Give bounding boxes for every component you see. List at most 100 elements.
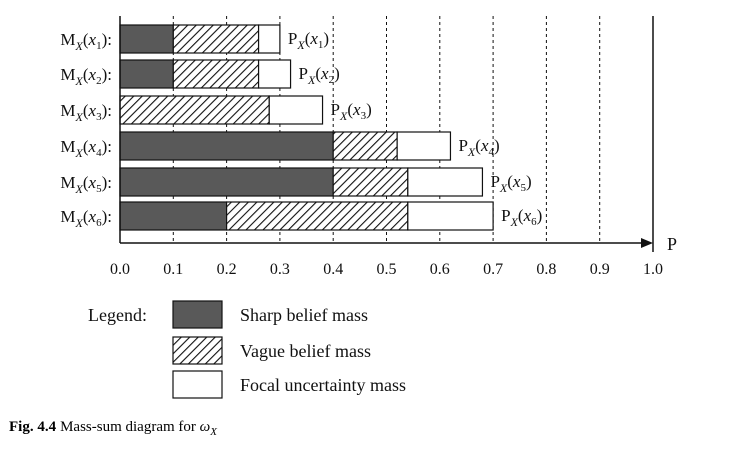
- end-label-x2-idx: 2: [329, 74, 335, 86]
- row-label-x1-close: ): [102, 30, 108, 49]
- bar-x6-vague-belief-mass: [226, 201, 409, 231]
- row-label-x4-arg: x: [88, 137, 97, 156]
- bar-x4-vague-belief-mass: [332, 131, 398, 161]
- end-label-x1-base: P: [288, 29, 297, 48]
- bar-x1-focal-uncertainty-mass: [257, 24, 281, 54]
- row-label-x3-arg: x: [88, 101, 97, 120]
- end-label-x4-arg: x: [480, 136, 489, 155]
- row-label-x2-close: ): [102, 65, 108, 84]
- row-label-x3-idx: 3: [96, 111, 102, 123]
- x-tick-label: 0.6: [430, 261, 450, 278]
- end-label-x6-sub: X: [510, 215, 519, 229]
- row-label-x2: MX(x2):: [60, 65, 112, 88]
- end-label-x3-idx: 3: [361, 110, 367, 122]
- row-label-colon: :: [107, 137, 112, 156]
- row-label-x4-sub: X: [75, 146, 84, 160]
- caption-symbol-sub: X: [210, 426, 217, 439]
- row-label-x6-base: M: [60, 207, 75, 226]
- bars: [119, 24, 494, 231]
- row-label-x1-sub: X: [75, 39, 84, 53]
- bar-x4-sharp-belief-mass: [119, 131, 334, 161]
- x-tick-label: 0.8: [536, 261, 556, 278]
- row-label-colon: :: [107, 101, 112, 120]
- row-label-x6-idx: 6: [96, 217, 102, 229]
- row-label-x6-open: (: [83, 207, 89, 226]
- end-label-x5-close: ): [526, 172, 532, 191]
- end-label-x1-open: (: [305, 29, 311, 48]
- end-label-x2: PX(x2): [299, 64, 340, 87]
- row-label-x4-open: (: [83, 137, 89, 156]
- end-label-x5-sub: X: [499, 181, 508, 195]
- row-label-x2-open: (: [83, 65, 89, 84]
- row-label-x5-idx: 5: [96, 183, 102, 195]
- end-label-x3-close: ): [366, 100, 372, 119]
- end-label-x1-arg: x: [309, 29, 318, 48]
- row-label-x5: MX(x5):: [60, 173, 112, 196]
- x-tick-label: 0.3: [270, 261, 290, 278]
- row-label-x1-idx: 1: [96, 40, 102, 52]
- row-label-x5-close: ): [102, 173, 108, 192]
- bar-x5-focal-uncertainty-mass: [407, 167, 484, 197]
- row-label-x3: MX(x3):: [60, 101, 112, 124]
- x-tick-label: 0.5: [377, 261, 397, 278]
- legend-swatch-sharp-belief-mass: [172, 300, 223, 329]
- row-label-x5-open: (: [83, 173, 89, 192]
- row-label-x2-arg: x: [88, 65, 97, 84]
- row-label-x2-sub: X: [75, 74, 84, 88]
- end-label-x6-open: (: [518, 206, 524, 225]
- legend: Legend: Sharp belief mass Vague belief mas…: [88, 300, 406, 399]
- legend-label-vague-belief-mass: Vague belief mass: [240, 341, 371, 361]
- end-label-x1-close: ): [323, 29, 329, 48]
- row-label-x4-base: M: [60, 137, 75, 156]
- x-tick-label: 0.9: [590, 261, 610, 278]
- row-label-x5-arg: x: [88, 173, 97, 192]
- row-label-x2-idx: 2: [96, 75, 102, 87]
- end-label-x6-idx: 6: [531, 216, 537, 228]
- row-label-x6-sub: X: [75, 216, 84, 230]
- end-label-x1-sub: X: [296, 38, 305, 52]
- bar-x2-vague-belief-mass: [172, 59, 260, 89]
- end-label-x6-base: P: [501, 206, 510, 225]
- legend-swatch-vague-belief-mass: [172, 336, 223, 365]
- end-label-x4-idx: 4: [488, 146, 494, 158]
- end-label-x2-open: (: [315, 64, 321, 83]
- end-label-x6-arg: x: [523, 206, 532, 225]
- row-label-x3-sub: X: [75, 110, 84, 124]
- row-label-x5-base: M: [60, 173, 75, 192]
- bar-x3-vague-belief-mass: [119, 95, 270, 125]
- bar-x2-focal-uncertainty-mass: [257, 59, 292, 89]
- bar-x2-sharp-belief-mass: [119, 59, 174, 89]
- end-label-x5-arg: x: [512, 172, 521, 191]
- end-label-x3-base: P: [331, 100, 340, 119]
- x-axis-arrowhead: [641, 238, 653, 248]
- end-label-x4: PX(x4): [458, 136, 499, 159]
- end-label-x1: PX(x1): [288, 29, 329, 52]
- legend-swatch-focal-uncertainty-mass: [172, 370, 223, 399]
- end-label-x3-open: (: [347, 100, 353, 119]
- end-label-x3: PX(x3): [331, 100, 372, 123]
- end-label-x4-close: ): [494, 136, 500, 155]
- end-label-x5-base: P: [490, 172, 499, 191]
- x-axis-label: P: [667, 234, 677, 254]
- end-label-x4-base: P: [458, 136, 467, 155]
- end-label-x3-arg: x: [352, 100, 361, 119]
- bar-x1-sharp-belief-mass: [119, 24, 174, 54]
- caption-text: Mass-sum diagram for: [60, 419, 200, 435]
- bar-x6-focal-uncertainty-mass: [407, 201, 494, 231]
- end-label-x2-arg: x: [320, 64, 329, 83]
- end-label-x5-open: (: [507, 172, 513, 191]
- row-label-colon: :: [107, 173, 112, 192]
- row-label-x4: MX(x4):: [60, 137, 112, 160]
- bar-x1-vague-belief-mass: [172, 24, 260, 54]
- row-label-x3-base: M: [60, 101, 75, 120]
- x-tick-label: 0.0: [110, 261, 130, 278]
- row-label-x2-base: M: [60, 65, 75, 84]
- row-label-colon: :: [107, 30, 112, 49]
- legend-label-sharp-belief-mass: Sharp belief mass: [240, 305, 368, 325]
- row-label-x6-close: ): [102, 207, 108, 226]
- x-tick-label: 1.0: [643, 261, 663, 278]
- end-label-x6-close: ): [537, 206, 543, 225]
- row-label-colon: :: [107, 65, 112, 84]
- end-label-x6: PX(x6): [501, 206, 542, 229]
- row-label-x3-close: ): [102, 101, 108, 120]
